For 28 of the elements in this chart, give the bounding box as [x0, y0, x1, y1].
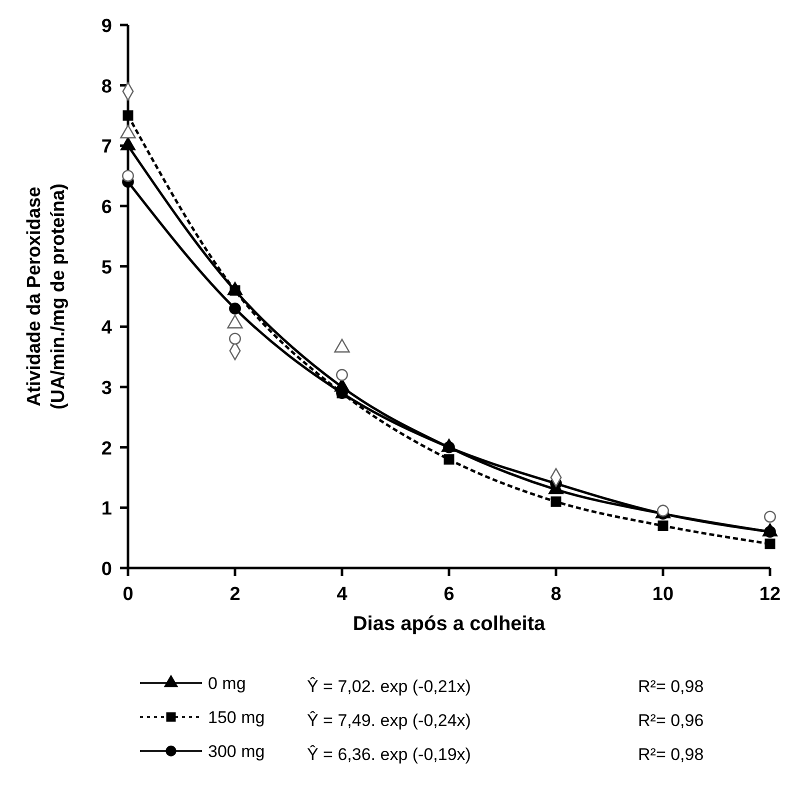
y-tick-label: 9	[101, 16, 112, 37]
y-tick-label: 3	[101, 378, 112, 399]
x-tick-label: 4	[336, 584, 348, 605]
text: Ŷ = 7,02. exp (-0,21x)	[307, 677, 471, 696]
text: Ŷ = 7,49. exp (-0,24x)	[307, 711, 471, 730]
x-tick-label: 8	[550, 584, 562, 605]
text: R²= 0,98	[638, 677, 704, 696]
text: Ŷ = 6,36. exp (-0,19x)	[307, 745, 471, 764]
x-tick-label: 2	[230, 584, 240, 605]
y-tick-label: 6	[101, 197, 112, 218]
y-tick-label: 1	[101, 498, 112, 520]
x-tick-label: 0	[122, 584, 134, 605]
x-tick-label: 10	[652, 584, 674, 605]
x-tick-label: 12	[759, 584, 781, 605]
legend-label: 300 mg	[208, 742, 265, 761]
legend-label: 150 mg	[208, 708, 265, 727]
y-tick-label: 8	[101, 76, 112, 98]
y-tick-label: 2	[101, 438, 112, 460]
y-tick-label: 7	[101, 136, 112, 158]
text: R²= 0,96	[638, 711, 704, 730]
x-tick-label: 6	[444, 584, 454, 605]
x-axis-title: Dias após a colheita	[352, 613, 546, 635]
text: R²= 0,98	[638, 745, 704, 764]
y-tick-label: 4	[101, 318, 112, 339]
y-tick-label: 5	[101, 257, 112, 278]
y-tick-label: 0	[101, 559, 112, 580]
y-axis-title: Atividade da Peroxidase (UA/min./mg de proteína)	[24, 184, 69, 410]
legend-label: 0 mg	[208, 674, 246, 693]
